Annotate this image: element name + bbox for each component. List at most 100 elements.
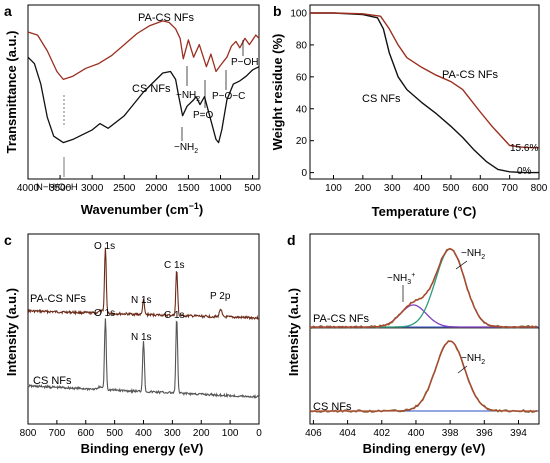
panel-a-frame: [27, 4, 260, 180]
panel-c-xtick-label: 300: [164, 428, 181, 439]
ann-0: 0%: [517, 166, 532, 177]
panel-d-series: [309, 247, 539, 413]
panel-a-xtick-label: 2000: [145, 183, 168, 194]
panel-a-xtick-label: 500: [244, 183, 261, 194]
panel-a-xtick-label: 1000: [209, 183, 232, 194]
label-cs-nfs-d: CS NFs: [313, 401, 352, 413]
panel-d-ylabel: Intensity (a.u.): [286, 288, 301, 376]
panel-c-line-cs-nfs: [27, 318, 260, 399]
panel-b-xtick-label: 200: [355, 183, 372, 194]
label-pa-cs-nfs-d: PA-CS NFs: [313, 313, 370, 325]
panel-a-xtick-label: 3000: [81, 183, 104, 194]
panel-c-xtick-label: 600: [77, 428, 94, 439]
panel-a-line-pa-cs-nfs: [27, 20, 260, 81]
panel-a-xtick-label: 4000: [17, 183, 40, 194]
panel-d-xtick-label: 402: [373, 428, 390, 439]
panel-c-xtick-label: 100: [222, 428, 239, 439]
peak-n1s-cs: N 1s: [131, 332, 152, 343]
panel-c-letter: c: [4, 232, 12, 248]
panel-b-ylabel: Weight residue (%): [270, 34, 285, 151]
ann-nh2-cs-pointer: [457, 365, 468, 374]
panel-b: b 100 200 300 400 500 600 700 800 0 20 40 60 80 100 T…: [270, 3, 548, 219]
ann-p-double-o: P=O: [193, 110, 214, 121]
panel-a-xtick-label: 3500: [49, 183, 72, 194]
peak-n1s-pacs: N 1s: [131, 295, 152, 306]
panel-d-xtick-label: 396: [476, 428, 493, 439]
panel-c-xtick-label: 0: [256, 428, 262, 439]
panel-a-line-cs-nfs: [27, 56, 260, 144]
panel-c-line-pa-cs-nfs: [27, 247, 260, 321]
label-pa-cs-nfs-c: PA-CS NFs: [30, 293, 87, 305]
label-cs-nfs-b: CS NFs: [362, 93, 401, 105]
label-cs-nfs-c: CS NFs: [33, 375, 72, 387]
panel-b-letter: b: [273, 3, 282, 19]
panel-a-xlabel: Wavenumber (cm−1): [81, 201, 204, 217]
panel-b-xtick-label: 100: [325, 183, 342, 194]
panel-b-ytick-label: 20: [296, 136, 308, 147]
label-pa-cs-nfs-a: PA-CS NFs: [138, 12, 195, 24]
panel-d-xtick-label: 398: [442, 428, 459, 439]
panel-c-x-ticks: 800 700 600 500 400 300 200 100 0: [20, 420, 262, 439]
peak-p2p-pacs: P 2p: [210, 291, 231, 302]
panel-b-ytick-label: 100: [290, 8, 307, 19]
panel-b-xlabel: Temperature (°C): [372, 204, 477, 219]
panel-b-ytick-label: 60: [296, 72, 308, 83]
peak-o1s-pacs: O 1s: [94, 241, 115, 252]
peak-c1s-pacs: C 1s: [164, 260, 185, 271]
panel-a-letter: a: [4, 3, 12, 19]
panel-b-xtick-label: 700: [501, 183, 518, 194]
panel-d-frame: [309, 233, 540, 425]
label-pa-cs-nfs-b: PA-CS NFs: [442, 69, 499, 81]
panel-c-ylabel: Intensity (a.u.): [4, 288, 19, 376]
panel-c-xtick-label: 800: [20, 428, 37, 439]
panel-a: a 4000 3500 3000 2500 2000 1500 1000 500 Wavenu…: [4, 3, 261, 217]
panel-b-series: [310, 12, 540, 174]
panel-d-xtick-label: 404: [339, 428, 356, 439]
panel-b-frame: [309, 4, 540, 180]
panel-c-xtick-label: 500: [106, 428, 123, 439]
panel-b-line-cs-nfs: [310, 12, 539, 174]
panel-d-xlabel: Binding energy (eV): [363, 441, 486, 456]
panel-c-xlabel: Binding energy (eV): [81, 441, 204, 456]
panel-d-xtick-label: 406: [305, 428, 322, 439]
panel-d-pa-cs-nfs-envelope: [310, 248, 538, 328]
panel-d-xtick-label: 394: [510, 428, 527, 439]
ann-p-oh: P−OH: [231, 57, 259, 68]
panel-a-xtick-label: 2500: [113, 183, 136, 194]
panel-b-ytick-label: 40: [296, 104, 308, 115]
ann-nh2-pacs-pointer: [455, 260, 468, 270]
panel-c-series: [27, 247, 260, 399]
ann-15-6: 15.6%: [510, 143, 538, 154]
panel-d-letter: d: [287, 232, 296, 248]
panel-d: d 406 404 402 400 398 396 394 Binding energy (…: [286, 232, 540, 456]
panel-c: c 800 700 600 500 400 300 200 100 0 Binding ener…: [4, 232, 262, 456]
panel-b-ticks: 100 200 300 400 500 600 700 800 0 20 40 60 80 100: [290, 8, 547, 194]
ann-p-o-c: P−O−C: [212, 91, 245, 102]
panel-b-xtick-label: 400: [413, 183, 430, 194]
panel-d-cs-nfs-envelope: [310, 340, 538, 412]
panel-b-xtick-label: 500: [443, 183, 460, 194]
panel-a-series: [27, 20, 260, 144]
panel-c-xtick-label: 400: [135, 428, 152, 439]
label-cs-nfs-a: CS NFs: [132, 83, 171, 95]
ann-nh2-bottom: −NH2: [174, 142, 198, 155]
panel-a-x-ticks: 4000 3500 3000 2500 2000 1500 1000 500: [17, 175, 261, 194]
panel-a-xtick-label: 1500: [177, 183, 200, 194]
panel-a-ylabel: Transmittance (a.u.): [4, 31, 19, 154]
ann-nh2-cs: −NH2: [461, 353, 485, 366]
panel-c-xtick-label: 200: [193, 428, 210, 439]
panel-b-ytick-label: 0: [301, 168, 307, 179]
peak-o1s-cs: O 1s: [94, 308, 115, 319]
panel-b-xtick-label: 600: [472, 183, 489, 194]
panel-b-xtick-label: 800: [531, 183, 548, 194]
panel-b-ytick-label: 80: [296, 40, 308, 51]
panel-d-xtick-label: 400: [408, 428, 425, 439]
panel-d-x-ticks: 406 404 402 400 398 396 394: [305, 420, 527, 439]
panel-b-xtick-label: 300: [384, 183, 401, 194]
ann-nh2-top: −NH2: [176, 90, 200, 103]
ann-nh3-plus: −NH3+: [387, 272, 415, 286]
panel-b-line-pa-cs-nfs: [310, 12, 540, 149]
ann-nh-oh: N−H/O−H: [36, 182, 78, 193]
